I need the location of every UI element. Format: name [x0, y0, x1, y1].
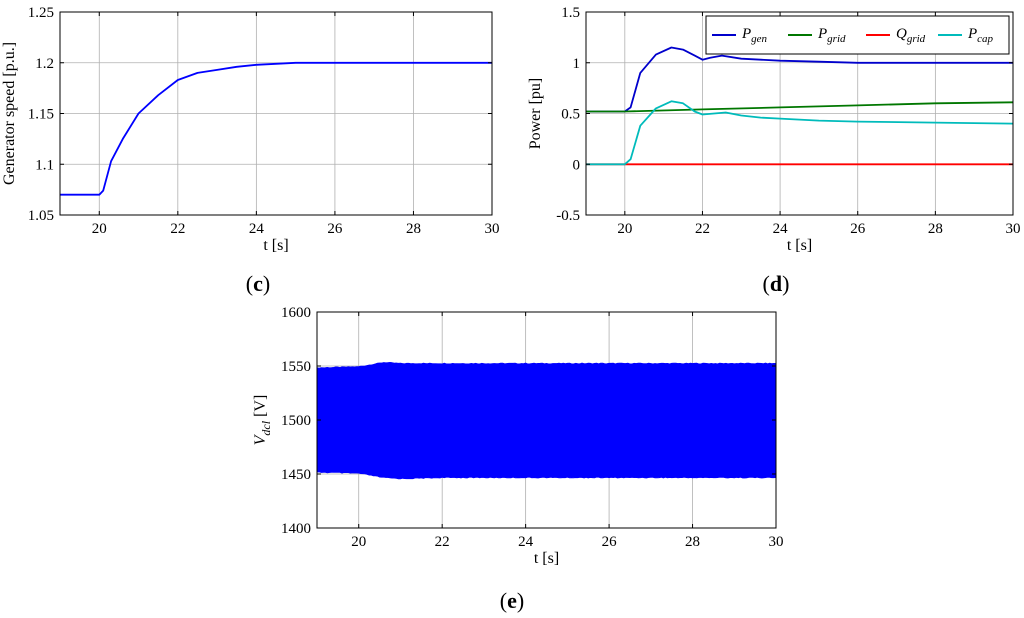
x-tick-label: 24: [773, 221, 789, 237]
series-line-cap: [586, 100, 1014, 166]
legend-entry: Qgrid: [896, 26, 926, 45]
legend-entry: Pgrid: [817, 26, 846, 45]
x-tick-label: 22: [170, 221, 185, 237]
chart-e: 20 22 24 26 28 30 1400 1450 1500 1550 1600 t [s] Vdc…: [252, 305, 784, 567]
x-tick-label: 30: [485, 221, 500, 237]
x-tick-label: 26: [327, 221, 343, 237]
x-tick-label: 20: [351, 534, 366, 550]
x-tick-label: 20: [617, 221, 632, 237]
chart-c: 20 22 24 26 28 30 1.05 1.1 1.15 1.2 1.25 t [s] Gener…: [1, 5, 500, 254]
y-tick-label: 1.5: [561, 5, 580, 21]
legend-entry: Pcap: [967, 26, 994, 45]
y-tick-label: 1550: [281, 359, 311, 375]
panel-label-e: (e): [500, 588, 524, 613]
y-axis-label: Power [pu]: [527, 78, 544, 150]
x-tick-label: 20: [92, 221, 107, 237]
y-tick-label: 1600: [281, 305, 311, 321]
y-axis-label: Generator speed [p.u.]: [1, 42, 18, 185]
x-tick-label: 22: [435, 534, 450, 550]
x-tick-label: 30: [1006, 221, 1021, 237]
x-tick-label: 24: [518, 534, 534, 550]
y-tick-label: 1.25: [28, 5, 54, 21]
x-tick-label: 22: [695, 221, 710, 237]
x-tick-label: 26: [602, 534, 618, 550]
legend: Pgen Pgrid Qgrid Pcap: [705, 15, 1010, 55]
x-tick-label: 28: [406, 221, 421, 237]
series-band: [316, 361, 777, 480]
y-tick-label: -0.5: [556, 208, 580, 224]
y-tick-label: 1400: [281, 521, 311, 537]
x-tick-label: 30: [769, 534, 784, 550]
series-line-grid: [586, 101, 1014, 113]
x-tick-label: 28: [685, 534, 700, 550]
x-tick-label: 28: [928, 221, 943, 237]
y-tick-label: 0: [573, 157, 581, 173]
y-tick-label: 0.5: [561, 107, 580, 123]
series-line-gen: [586, 46, 1013, 113]
x-tick-label: 24: [249, 221, 265, 237]
panel-label-c: (c): [246, 271, 270, 296]
chart-d: 20 22 24 26 28 30 -0.5 0 0.5 1 1.5 t [s] Power [pu] P…: [527, 5, 1021, 254]
y-tick-label: 1.15: [28, 107, 54, 123]
x-tick-label: 26: [850, 221, 866, 237]
y-axis-label: Vdcl [V]: [252, 395, 273, 446]
y-tick-label: 1.05: [28, 208, 54, 224]
x-axis-label: t [s]: [263, 237, 288, 254]
x-axis-label: t [s]: [534, 550, 559, 567]
series-line-0: [60, 61, 492, 196]
y-tick-label: 1450: [281, 467, 311, 483]
y-tick-label: 1500: [281, 413, 311, 429]
legend-entry: Pgen: [741, 26, 768, 45]
y-tick-label: 1: [573, 56, 581, 72]
x-axis-label: t [s]: [787, 237, 812, 254]
y-tick-label: 1.2: [35, 56, 54, 72]
panel-label-d: (d): [763, 271, 790, 296]
y-tick-label: 1.1: [35, 157, 54, 173]
